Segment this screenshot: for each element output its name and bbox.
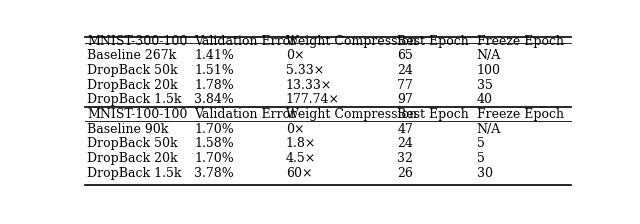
Text: 1.41%: 1.41% [194,49,234,62]
Text: Best Epoch: Best Epoch [397,108,469,121]
Text: 1.78%: 1.78% [194,79,234,92]
Text: DropBack 1.5k: DropBack 1.5k [88,167,182,180]
Text: 1.58%: 1.58% [194,138,234,151]
Text: 65: 65 [397,49,413,62]
Text: 1.70%: 1.70% [194,152,234,165]
Text: 35: 35 [477,79,493,92]
Text: 177.74×: 177.74× [286,93,340,106]
Text: 0×: 0× [286,123,305,136]
Text: 4.5×: 4.5× [286,152,316,165]
Text: 5.33×: 5.33× [286,64,324,77]
Text: MNIST-300-100: MNIST-300-100 [88,35,188,48]
Text: Baseline 90k: Baseline 90k [88,123,169,136]
Text: 0×: 0× [286,49,305,62]
Text: 13.33×: 13.33× [286,79,332,92]
Text: 24: 24 [397,64,413,77]
Text: DropBack 20k: DropBack 20k [88,79,178,92]
Text: N/A: N/A [477,49,501,62]
Text: 60×: 60× [286,167,312,180]
Text: Best Epoch: Best Epoch [397,35,469,48]
Text: 1.70%: 1.70% [194,123,234,136]
Text: Validation Error: Validation Error [194,108,296,121]
Text: Validation Error: Validation Error [194,35,296,48]
Text: DropBack 1.5k: DropBack 1.5k [88,93,182,106]
Text: Freeze Epoch: Freeze Epoch [477,35,564,48]
Text: 1.51%: 1.51% [194,64,234,77]
Text: MNIST-100-100: MNIST-100-100 [88,108,188,121]
Text: Weight Compression: Weight Compression [286,35,417,48]
Text: Baseline 267k: Baseline 267k [88,49,177,62]
Text: Weight Compression: Weight Compression [286,108,417,121]
Text: N/A: N/A [477,123,501,136]
Text: 100: 100 [477,64,501,77]
Text: 3.78%: 3.78% [194,167,234,180]
Text: 30: 30 [477,167,493,180]
Text: DropBack 20k: DropBack 20k [88,152,178,165]
Text: 47: 47 [397,123,413,136]
Text: 26: 26 [397,167,413,180]
Text: 24: 24 [397,138,413,151]
Text: 32: 32 [397,152,413,165]
Text: 5: 5 [477,152,484,165]
Text: DropBack 50k: DropBack 50k [88,64,178,77]
Text: 77: 77 [397,79,413,92]
Text: Freeze Epoch: Freeze Epoch [477,108,564,121]
Text: 5: 5 [477,138,484,151]
Text: 97: 97 [397,93,413,106]
Text: 1.8×: 1.8× [286,138,316,151]
Text: DropBack 50k: DropBack 50k [88,138,178,151]
Text: 40: 40 [477,93,493,106]
Text: 3.84%: 3.84% [194,93,234,106]
